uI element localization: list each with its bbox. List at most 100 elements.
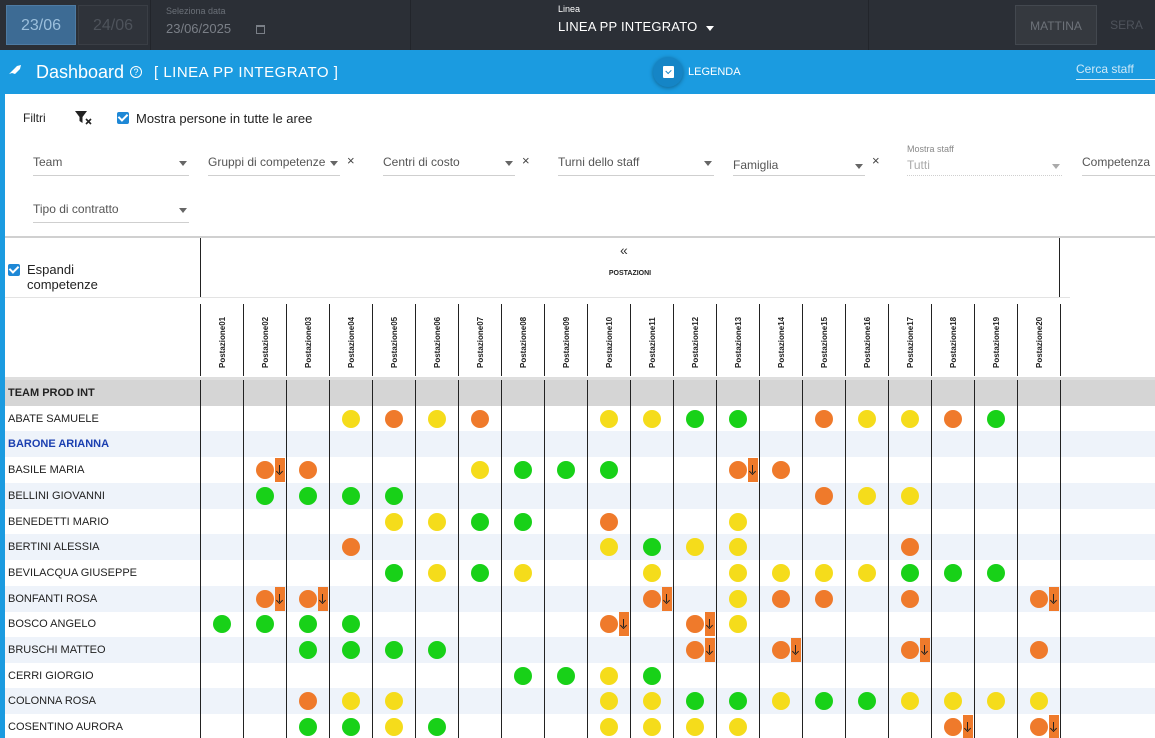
mostra-staff-select[interactable]: Tutti [907, 152, 1062, 176]
competence-dot[interactable] [728, 512, 747, 531]
competence-dot[interactable] [427, 563, 446, 582]
staff-name[interactable]: BELLINI GIOVANNI [8, 489, 105, 502]
turni-select[interactable]: Turni dello staff [558, 152, 714, 176]
competence-dot[interactable] [771, 461, 790, 480]
competence-dot[interactable] [857, 563, 876, 582]
team-select[interactable]: Team [33, 152, 189, 176]
tipo-contratto-select[interactable]: Tipo di contratto [33, 199, 189, 223]
competence-dot[interactable] [599, 538, 618, 557]
competence-dot[interactable] [384, 641, 403, 659]
competenza-select[interactable]: Competenza [1082, 152, 1155, 176]
competence-dot[interactable] [427, 512, 446, 531]
competence-dot[interactable] [771, 692, 790, 711]
competence-dot[interactable] [599, 692, 618, 711]
competence-dot[interactable] [599, 718, 618, 737]
competence-dot[interactable] [685, 538, 704, 557]
day-button-next[interactable]: 24/06 [78, 5, 148, 45]
competence-dot[interactable] [600, 615, 618, 634]
competence-dot[interactable] [298, 615, 317, 634]
competence-dot[interactable] [686, 641, 704, 659]
competence-dot[interactable] [599, 461, 618, 480]
competence-dot[interactable] [384, 692, 403, 711]
competence-dot[interactable] [384, 409, 403, 428]
staff-name[interactable]: BARONE ARIANNA [8, 438, 110, 451]
competence-dot[interactable] [771, 589, 790, 608]
competence-dot[interactable] [986, 563, 1005, 582]
competence-dot[interactable] [772, 641, 790, 659]
shift-evening-button[interactable]: SERA [1110, 18, 1143, 32]
collapse-icon[interactable]: « [620, 242, 628, 258]
gruppi-select[interactable]: Gruppi di competenze [208, 152, 340, 176]
competence-dot[interactable] [599, 666, 618, 685]
competence-dot[interactable] [728, 589, 747, 608]
competence-dot[interactable] [986, 692, 1005, 711]
clear-gruppi-icon[interactable]: × [347, 153, 355, 168]
arrow-down-icon[interactable] [318, 586, 328, 611]
competence-dot[interactable] [771, 563, 790, 582]
competence-dot[interactable] [256, 461, 274, 480]
day-button-current[interactable]: 23/06 [6, 5, 76, 45]
competence-dot[interactable] [642, 538, 661, 557]
competence-dot[interactable] [384, 486, 403, 505]
competence-dot[interactable] [857, 409, 876, 428]
competence-dot[interactable] [728, 538, 747, 557]
competence-dot[interactable] [513, 666, 532, 685]
competence-dot[interactable] [256, 589, 274, 608]
staff-name[interactable]: BEVILACQUA GIUSEPPE [8, 566, 137, 579]
competence-dot[interactable] [341, 538, 360, 557]
competence-dot[interactable] [1029, 692, 1048, 711]
competence-dot[interactable] [513, 563, 532, 582]
arrow-down-icon[interactable] [920, 638, 930, 662]
arrow-down-icon[interactable] [748, 458, 758, 483]
competence-dot[interactable] [599, 512, 618, 531]
competence-dot[interactable] [427, 409, 446, 428]
staff-name[interactable]: COLONNA ROSA [8, 695, 97, 708]
competence-dot[interactable] [470, 461, 489, 480]
competence-dot[interactable] [900, 563, 919, 582]
competence-dot[interactable] [986, 409, 1005, 428]
centri-select[interactable]: Centri di costo [383, 152, 515, 176]
competence-dot[interactable] [814, 563, 833, 582]
competence-dot[interactable] [642, 692, 661, 711]
competence-dot[interactable] [298, 692, 317, 711]
expand-competences-checkbox[interactable] [8, 264, 20, 276]
arrow-down-icon[interactable] [705, 612, 715, 637]
competence-dot[interactable] [944, 718, 962, 737]
date-selector[interactable]: Seleziona data 23/06/2025 [166, 6, 265, 36]
clear-filter-icon[interactable] [75, 110, 93, 126]
staff-name[interactable]: BASILE MARIA [8, 464, 85, 477]
competence-dot[interactable] [427, 718, 446, 737]
competence-dot[interactable] [857, 486, 876, 505]
chevron-down-icon[interactable] [706, 26, 714, 31]
competence-dot[interactable] [384, 563, 403, 582]
competence-dot[interactable] [900, 692, 919, 711]
competence-dot[interactable] [642, 563, 661, 582]
competence-dot[interactable] [427, 641, 446, 659]
competence-dot[interactable] [255, 615, 274, 634]
staff-name[interactable]: BERTINI ALESSIA [8, 541, 100, 554]
competence-dot[interactable] [642, 666, 661, 685]
shift-morning-button[interactable]: MATTINA [1015, 5, 1097, 45]
staff-name[interactable]: BONFANTI ROSA [8, 592, 98, 605]
competence-dot[interactable] [298, 718, 317, 737]
competence-dot[interactable] [943, 409, 962, 428]
clear-famiglia-icon[interactable]: × [872, 153, 880, 168]
show-all-areas-checkbox[interactable] [117, 112, 129, 124]
help-icon[interactable]: ? [130, 66, 142, 78]
famiglia-select[interactable]: Famiglia [733, 152, 865, 176]
competence-dot[interactable] [814, 409, 833, 428]
linea-selector[interactable]: Linea LINEA PP INTEGRATO [558, 4, 714, 34]
competence-dot[interactable] [814, 486, 833, 505]
competence-dot[interactable] [943, 563, 962, 582]
arrow-down-icon[interactable] [275, 458, 285, 483]
staff-name[interactable]: BRUSCHI MATTEO [8, 644, 106, 656]
competence-dot[interactable] [556, 666, 575, 685]
staff-name[interactable]: CERRI GIORGIO [8, 669, 94, 682]
arrow-down-icon[interactable] [1049, 715, 1059, 738]
competence-dot[interactable] [384, 718, 403, 737]
competence-dot[interactable] [470, 563, 489, 582]
competence-dot[interactable] [341, 718, 360, 737]
competence-dot[interactable] [900, 589, 919, 608]
competence-dot[interactable] [857, 692, 876, 711]
competence-dot[interactable] [1029, 641, 1048, 659]
